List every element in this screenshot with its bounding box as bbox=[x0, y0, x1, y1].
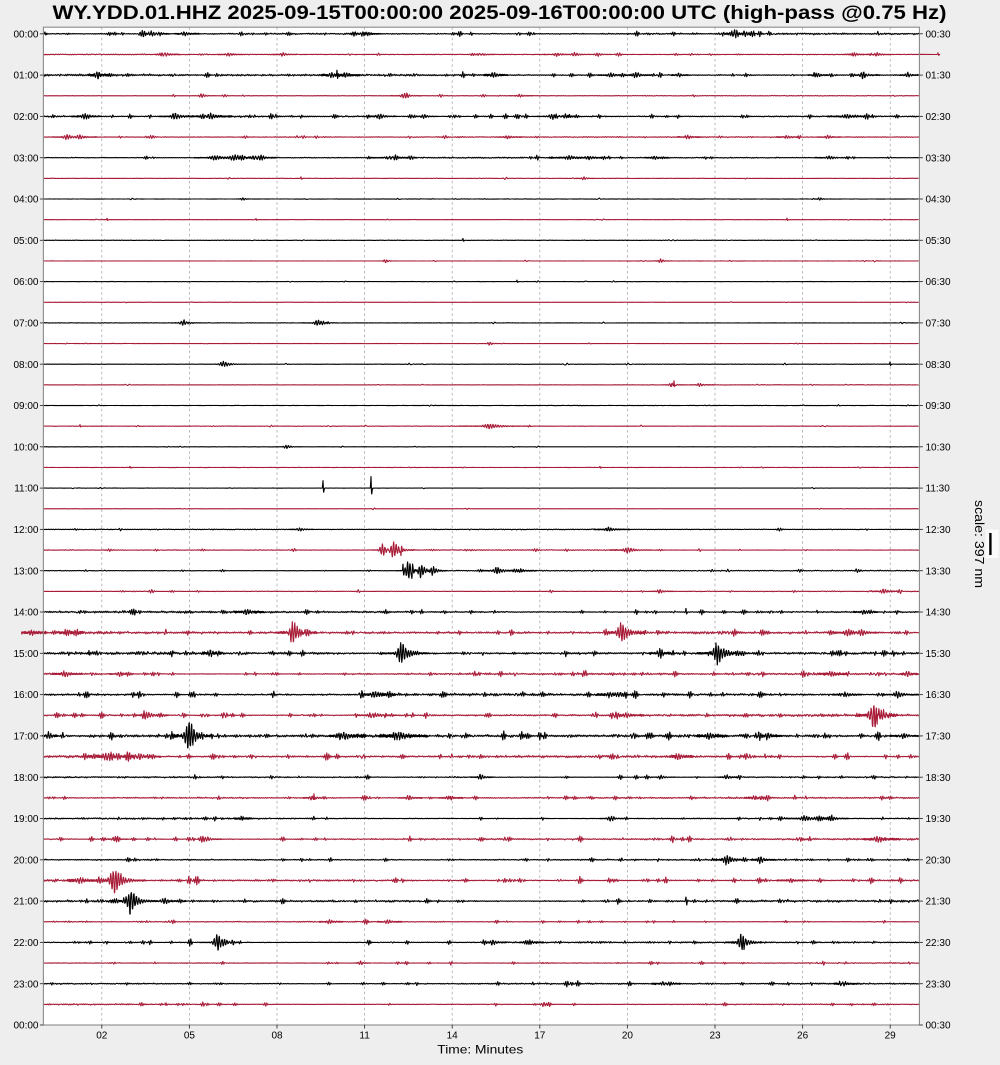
svg-text:17:30: 17:30 bbox=[926, 732, 951, 743]
svg-text:11:00: 11:00 bbox=[14, 484, 39, 495]
svg-text:29: 29 bbox=[885, 1031, 897, 1042]
svg-text:22:00: 22:00 bbox=[13, 938, 38, 949]
svg-text:14:30: 14:30 bbox=[926, 608, 951, 619]
svg-text:00:00: 00:00 bbox=[13, 1021, 38, 1032]
svg-text:05:30: 05:30 bbox=[926, 236, 951, 247]
svg-text:00:00: 00:00 bbox=[13, 29, 38, 40]
svg-text:05: 05 bbox=[184, 1031, 196, 1042]
svg-text:17:00: 17:00 bbox=[13, 732, 38, 743]
svg-text:scale: 397 nm: scale: 397 nm bbox=[972, 500, 986, 588]
svg-text:14: 14 bbox=[447, 1031, 459, 1042]
svg-text:21:00: 21:00 bbox=[13, 897, 38, 908]
svg-text:Time: Minutes: Time: Minutes bbox=[437, 1043, 523, 1057]
svg-text:10:00: 10:00 bbox=[13, 442, 38, 453]
svg-text:00:30: 00:30 bbox=[926, 1021, 951, 1032]
svg-text:04:00: 04:00 bbox=[13, 195, 38, 206]
svg-text:20:30: 20:30 bbox=[926, 855, 951, 866]
svg-text:13:00: 13:00 bbox=[13, 566, 38, 577]
svg-text:20: 20 bbox=[622, 1031, 634, 1042]
svg-text:08: 08 bbox=[271, 1031, 283, 1042]
svg-text:17: 17 bbox=[534, 1031, 546, 1042]
svg-text:12:00: 12:00 bbox=[13, 525, 38, 536]
svg-text:20:00: 20:00 bbox=[13, 855, 38, 866]
svg-text:13:30: 13:30 bbox=[926, 566, 951, 577]
svg-text:16:00: 16:00 bbox=[13, 690, 38, 701]
svg-text:18:00: 18:00 bbox=[13, 773, 38, 784]
svg-text:16:30: 16:30 bbox=[926, 690, 951, 701]
svg-text:03:00: 03:00 bbox=[13, 153, 38, 164]
svg-text:06:30: 06:30 bbox=[926, 277, 951, 288]
svg-text:18:30: 18:30 bbox=[926, 773, 951, 784]
svg-text:05:00: 05:00 bbox=[13, 236, 38, 247]
svg-text:22:30: 22:30 bbox=[926, 938, 951, 949]
svg-text:15:30: 15:30 bbox=[926, 649, 951, 660]
svg-text:23:00: 23:00 bbox=[13, 979, 38, 990]
svg-text:12:30: 12:30 bbox=[926, 525, 951, 536]
svg-text:02: 02 bbox=[96, 1031, 108, 1042]
svg-text:15:00: 15:00 bbox=[13, 649, 38, 660]
svg-text:06:00: 06:00 bbox=[13, 277, 38, 288]
svg-text:10:30: 10:30 bbox=[926, 442, 951, 453]
svg-text:00:30: 00:30 bbox=[926, 29, 951, 40]
svg-text:21:30: 21:30 bbox=[926, 897, 951, 908]
svg-text:07:00: 07:00 bbox=[13, 319, 38, 330]
svg-text:11: 11 bbox=[359, 1031, 370, 1042]
svg-text:26: 26 bbox=[797, 1031, 809, 1042]
svg-text:01:30: 01:30 bbox=[926, 71, 951, 82]
svg-text:09:30: 09:30 bbox=[926, 401, 951, 412]
svg-text:WY.YDD.01.HHZ 2025-09-15T00:00: WY.YDD.01.HHZ 2025-09-15T00:00:00 2025-0… bbox=[53, 3, 947, 24]
svg-text:08:00: 08:00 bbox=[13, 360, 38, 371]
svg-text:14:00: 14:00 bbox=[13, 608, 38, 619]
svg-text:09:00: 09:00 bbox=[13, 401, 38, 412]
svg-text:04:30: 04:30 bbox=[926, 195, 951, 206]
svg-text:07:30: 07:30 bbox=[926, 319, 951, 330]
svg-text:19:30: 19:30 bbox=[926, 814, 951, 825]
svg-text:08:30: 08:30 bbox=[926, 360, 951, 371]
svg-text:01:00: 01:00 bbox=[13, 71, 38, 82]
svg-text:19:00: 19:00 bbox=[13, 814, 38, 825]
svg-text:23: 23 bbox=[709, 1031, 721, 1042]
svg-text:23:30: 23:30 bbox=[926, 979, 951, 990]
svg-text:02:00: 02:00 bbox=[13, 112, 38, 123]
svg-text:11:30: 11:30 bbox=[926, 484, 951, 495]
svg-text:03:30: 03:30 bbox=[926, 153, 951, 164]
svg-text:02:30: 02:30 bbox=[926, 112, 951, 123]
